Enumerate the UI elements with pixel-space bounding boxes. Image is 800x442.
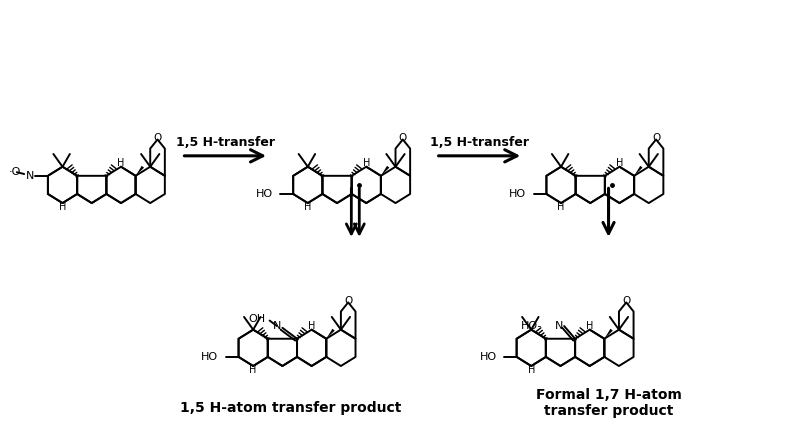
Polygon shape [136,166,144,176]
Text: O: O [652,133,660,143]
Text: HO: HO [256,189,273,199]
Text: HO-: HO- [521,321,542,331]
Text: H: H [59,202,66,212]
Text: H: H [586,321,594,331]
Text: 1,5 H-transfer: 1,5 H-transfer [176,136,274,149]
Text: H: H [362,158,370,168]
Text: 1,5 H-atom transfer product: 1,5 H-atom transfer product [180,400,402,415]
Text: N: N [26,171,34,181]
Text: ·O: ·O [9,167,21,177]
Text: H: H [308,321,315,331]
Polygon shape [604,329,613,339]
Text: N: N [554,321,563,331]
Text: O: O [154,133,162,143]
Text: 1,5 H-transfer: 1,5 H-transfer [430,136,529,149]
Text: OH: OH [249,314,266,324]
Text: O: O [622,296,630,305]
Text: N: N [273,321,281,331]
Text: H: H [616,158,623,168]
Text: O: O [344,296,352,305]
Text: H: H [250,365,257,375]
Text: HO: HO [479,352,497,362]
Text: HO: HO [509,189,526,199]
Text: H: H [558,202,565,212]
Text: O: O [398,133,407,143]
Text: H: H [118,158,125,168]
Text: H: H [304,202,311,212]
Text: HO: HO [202,352,218,362]
Polygon shape [326,329,334,339]
Text: H: H [527,365,535,375]
Text: Formal 1,7 H-atom
transfer product: Formal 1,7 H-atom transfer product [536,388,682,418]
Polygon shape [381,166,390,176]
Polygon shape [634,166,642,176]
